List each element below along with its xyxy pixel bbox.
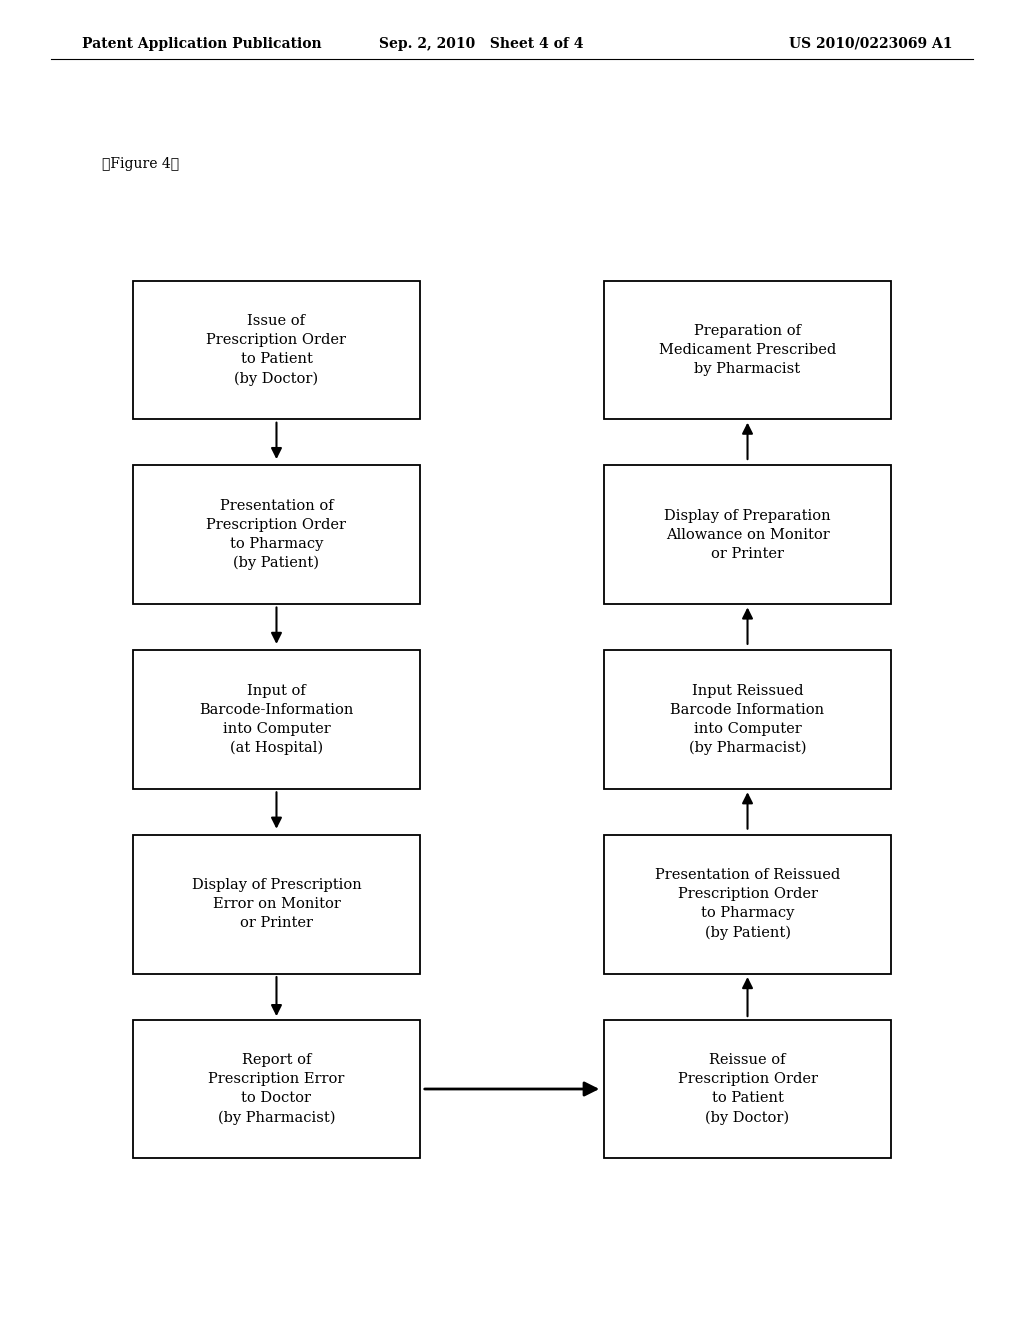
Text: US 2010/0223069 A1: US 2010/0223069 A1 (788, 37, 952, 50)
Bar (133, 1020, 420, 1159)
Bar (604, 1020, 891, 1159)
Bar (604, 649, 891, 788)
Text: Display of Preparation
Allowance on Monitor
or Printer: Display of Preparation Allowance on Moni… (665, 508, 830, 561)
Text: Preparation of
Medicament Prescribed
by Pharmacist: Preparation of Medicament Prescribed by … (658, 323, 837, 376)
Text: 【Figure 4】: 【Figure 4】 (102, 157, 179, 170)
Bar (604, 281, 891, 420)
Text: Sep. 2, 2010   Sheet 4 of 4: Sep. 2, 2010 Sheet 4 of 4 (379, 37, 584, 50)
Text: Patent Application Publication: Patent Application Publication (82, 37, 322, 50)
Text: Input Reissued
Barcode Information
into Computer
(by Pharmacist): Input Reissued Barcode Information into … (671, 684, 824, 755)
Text: Display of Prescription
Error on Monitor
or Printer: Display of Prescription Error on Monitor… (191, 878, 361, 931)
Text: Issue of
Prescription Order
to Patient
(by Doctor): Issue of Prescription Order to Patient (… (207, 314, 346, 385)
Bar (133, 281, 420, 420)
Bar (133, 465, 420, 605)
Text: Report of
Prescription Error
to Doctor
(by Pharmacist): Report of Prescription Error to Doctor (… (208, 1053, 345, 1125)
Text: Presentation of Reissued
Prescription Order
to Pharmacy
(by Patient): Presentation of Reissued Prescription Or… (655, 869, 840, 940)
Bar (133, 649, 420, 788)
Bar (133, 836, 420, 974)
Bar (604, 465, 891, 605)
Text: Presentation of
Prescription Order
to Pharmacy
(by Patient): Presentation of Prescription Order to Ph… (207, 499, 346, 570)
Text: Reissue of
Prescription Order
to Patient
(by Doctor): Reissue of Prescription Order to Patient… (678, 1053, 817, 1125)
Text: Input of
Barcode-Information
into Computer
(at Hospital): Input of Barcode-Information into Comput… (200, 684, 353, 755)
Bar (604, 836, 891, 974)
